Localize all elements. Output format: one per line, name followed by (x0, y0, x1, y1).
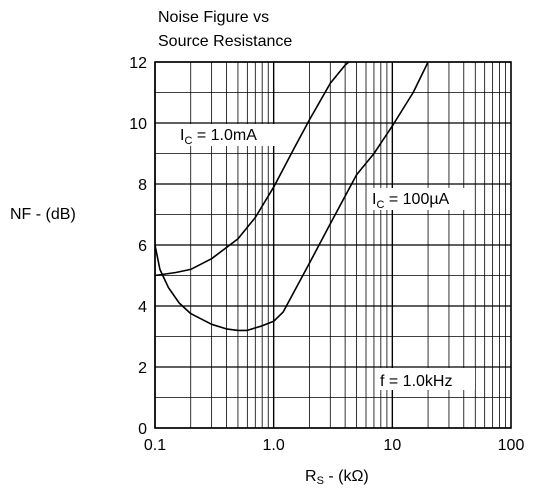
x-axis-label-main: R (305, 468, 317, 485)
x-tick-label: 0.1 (144, 437, 166, 454)
x-tick-label: 100 (498, 437, 525, 454)
x-tick-label: 1.0 (263, 437, 285, 454)
y-tick-label: 8 (138, 177, 147, 194)
chart-title-line-2: Source Resistance (158, 33, 293, 50)
frequency-annotation: f = 1.0kHz (380, 373, 452, 390)
y-tick-label: 12 (129, 55, 147, 72)
series-line-2 (154, 61, 429, 332)
x-tick-label: 10 (383, 437, 401, 454)
series-label-2-bg (369, 188, 471, 210)
y-axis-label: NF - (dB) (10, 206, 76, 223)
y-tick-label: 10 (129, 116, 147, 133)
series-label-1: IC = 1.0mA (180, 127, 257, 147)
chart-title-line-1: Noise Figure vs (158, 9, 270, 26)
annotation-bg (377, 368, 475, 390)
y-tick-label: 4 (138, 299, 147, 316)
y-tick-label: 2 (138, 360, 147, 377)
x-axis-label-sub: S (316, 475, 324, 487)
y-tick-label: 6 (138, 238, 147, 255)
x-axis-label: RS - (kΩ) (305, 468, 369, 487)
x-axis-label-rest: - (kΩ) (323, 468, 369, 485)
series-label-1-bg (177, 124, 277, 146)
series-line-1 (154, 61, 350, 277)
series-label-2: IC = 100µA (372, 191, 450, 211)
y-tick-label: 0 (138, 421, 147, 438)
